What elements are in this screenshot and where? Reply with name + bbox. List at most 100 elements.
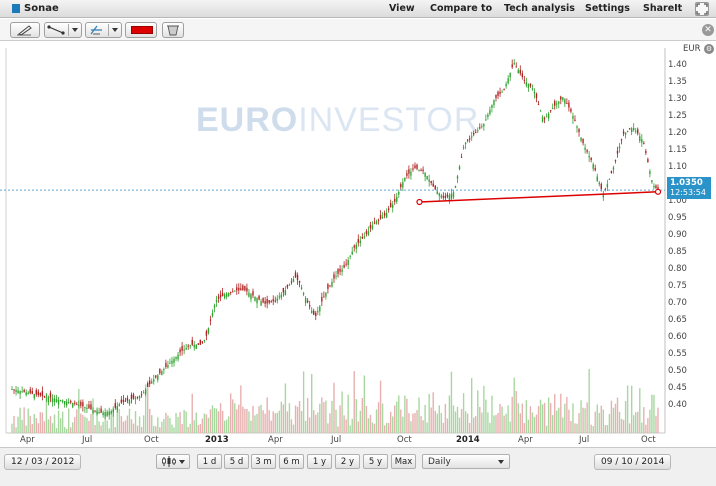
- range-3m-button[interactable]: 3 m: [251, 454, 276, 469]
- candle-body: [626, 130, 629, 132]
- interval-select[interactable]: Daily: [422, 454, 510, 469]
- y-tick-label: 0.70: [668, 298, 687, 308]
- candle-body: [359, 240, 362, 244]
- range-6m-button[interactable]: 6 m: [279, 454, 304, 469]
- last-price-tag: 1.0350 12:53:54: [667, 177, 711, 199]
- volume-bar: [446, 418, 449, 433]
- candle-body: [118, 404, 121, 406]
- fibonacci-tool-button[interactable]: [85, 22, 122, 38]
- candle-body: [533, 91, 536, 94]
- volume-bar: [187, 426, 189, 433]
- volume-bar: [412, 413, 414, 433]
- candle-body: [284, 290, 287, 296]
- volume-bar: [637, 411, 639, 433]
- volume-bar: [88, 420, 90, 433]
- close-drawings-icon[interactable]: ✕: [702, 24, 714, 36]
- fullscreen-button[interactable]: [695, 2, 709, 16]
- candle-body: [641, 139, 643, 143]
- candle-body: [369, 224, 372, 229]
- volume-bar: [418, 397, 420, 433]
- candle-body: [624, 132, 627, 135]
- volume-bar: [159, 427, 161, 433]
- candle-body: [628, 128, 631, 130]
- candle-body: [412, 168, 414, 170]
- x-tick-label: Apr: [518, 435, 533, 445]
- volume-bar: [495, 415, 497, 433]
- line-color-picker[interactable]: [125, 22, 157, 38]
- volume-bar: [94, 424, 96, 433]
- menu-tech-analysis[interactable]: Tech analysis: [504, 3, 575, 14]
- gear-icon[interactable]: ⚙: [704, 44, 714, 54]
- volume-bar: [43, 421, 46, 433]
- price-chart[interactable]: EUROINVESTOR EUR ⚙ 1.40 1.35 1.30 1.25 1.20 1…: [0, 41, 716, 447]
- volume-bar: [179, 412, 181, 433]
- instrument-color-icon: [12, 4, 20, 13]
- volume-bar: [98, 421, 100, 433]
- eraser-tool-button[interactable]: [162, 22, 184, 38]
- volume-bar: [517, 403, 519, 433]
- trend-line-tool-button[interactable]: [44, 22, 82, 38]
- y-tick-label: 1.30: [668, 94, 687, 104]
- volume-bar: [373, 423, 376, 433]
- candle-body: [203, 339, 206, 341]
- candle-body: [357, 239, 359, 243]
- volume-bar: [594, 411, 596, 433]
- candle-body: [179, 349, 181, 353]
- range-max-button[interactable]: Max: [391, 454, 416, 469]
- candle-body: [604, 188, 607, 190]
- candle-body: [402, 182, 404, 188]
- candle-body: [215, 300, 218, 302]
- candle-body: [17, 390, 19, 394]
- range-1y-button[interactable]: 1 y: [307, 454, 332, 469]
- volume-bar: [616, 397, 619, 433]
- menu-settings[interactable]: Settings: [585, 3, 630, 14]
- candle-body: [205, 331, 208, 336]
- candle-body: [108, 411, 110, 416]
- pencil-tool-button[interactable]: [10, 22, 40, 38]
- volume-bar: [568, 409, 570, 433]
- volume-bar: [23, 407, 25, 433]
- volume-bar: [558, 407, 560, 433]
- volume-bar: [450, 371, 453, 433]
- volume-bar: [606, 425, 609, 433]
- candle-body: [134, 397, 137, 400]
- volume-bar: [466, 413, 469, 433]
- end-date-field[interactable]: 09 / 10 / 2014: [594, 454, 672, 470]
- chart-type-selector[interactable]: [156, 454, 190, 469]
- volume-bar: [351, 418, 353, 433]
- range-1d-button[interactable]: 1 d: [197, 454, 222, 469]
- volume-bar: [29, 415, 31, 433]
- menu-view[interactable]: View: [389, 3, 415, 14]
- candle-body: [209, 319, 212, 321]
- start-date-field[interactable]: 12 / 03 / 2012: [4, 454, 82, 470]
- volume-bar: [323, 402, 325, 433]
- volume-bar: [529, 406, 532, 433]
- candle-body: [319, 306, 321, 312]
- volume-bar: [608, 414, 611, 433]
- candle-body: [489, 109, 491, 115]
- candle-body: [161, 371, 163, 375]
- y-tick-label: 0.80: [668, 264, 687, 274]
- candle-body: [410, 171, 412, 176]
- volume-bar: [225, 419, 228, 433]
- volume-bar: [21, 419, 23, 433]
- candle-body: [290, 281, 293, 283]
- candle-body: [238, 287, 240, 291]
- candle-body: [55, 399, 58, 402]
- candle-body: [171, 360, 173, 364]
- menu-shareit[interactable]: ShareIt: [643, 3, 683, 14]
- candle-body: [562, 97, 564, 100]
- volume-bar: [462, 393, 465, 433]
- range-5y-button[interactable]: 5 y: [363, 454, 388, 469]
- volume-bar: [325, 400, 327, 433]
- candle-body: [363, 236, 366, 238]
- menu-compare-to[interactable]: Compare to: [430, 3, 493, 14]
- volume-bar: [193, 420, 195, 433]
- candle-body: [618, 146, 621, 149]
- volume-bar: [444, 403, 447, 433]
- range-5d-button[interactable]: 5 d: [224, 454, 249, 469]
- range-2y-button[interactable]: 2 y: [335, 454, 360, 469]
- candle-body: [454, 185, 457, 188]
- trend-line-icon: [47, 25, 65, 35]
- volume-bar: [246, 408, 248, 433]
